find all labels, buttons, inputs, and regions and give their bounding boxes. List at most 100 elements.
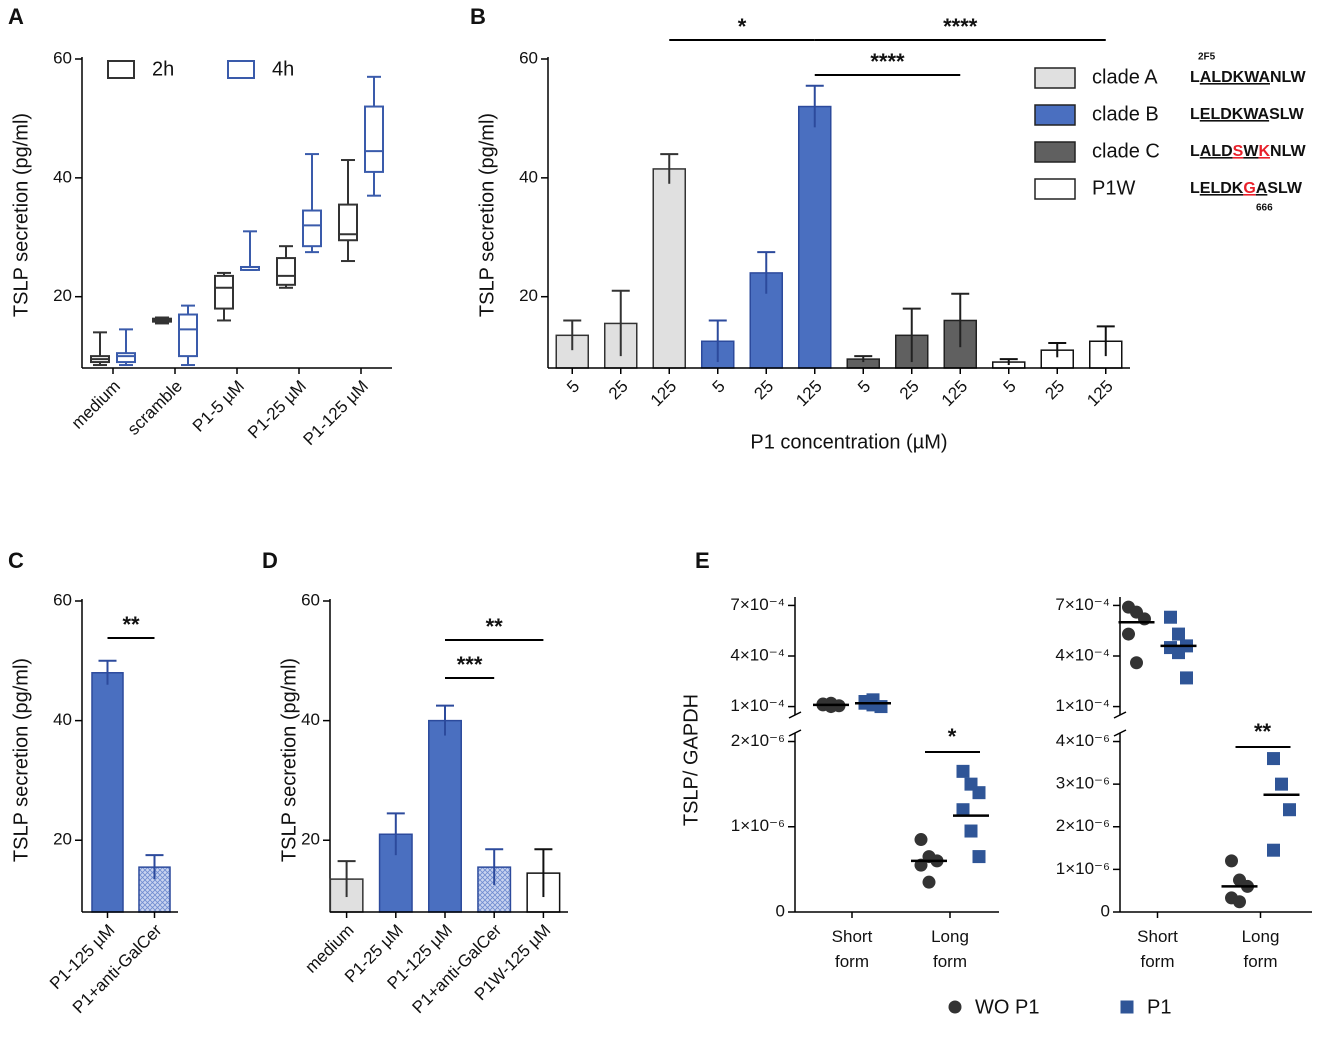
significance-label: **** [870,49,905,74]
legend-swatch [1034,104,1076,126]
y-axis-title: TSLP/ GAPDH [680,694,702,826]
legend-label: clade B [1092,103,1159,125]
data-point [824,700,838,714]
data-point [972,850,986,864]
y-tick-label: 1×10⁻⁴ [730,696,785,715]
x-tick-label: 25 [1041,377,1068,404]
legend-swatch [227,60,255,79]
data-point [1267,843,1280,857]
epitope-label: 2F5 [1198,52,1216,63]
bar [91,672,124,913]
sequence-part: S [1233,143,1244,160]
panel-label: D [262,548,278,573]
sequence-part: G [1243,180,1255,197]
panel-label: B [470,4,486,29]
sequence-part: L [1190,143,1200,160]
y-tick-label: 2×10⁻⁶ [1056,816,1110,835]
y-tick-label: 20 [53,830,72,849]
sequence: LALDKWANLW [1190,69,1306,86]
y-tick-label: 4×10⁻⁴ [730,645,785,664]
x-tick-label: medium [68,377,124,433]
legend-label: WO P1 [975,996,1039,1018]
legend-label: P1W [1092,177,1135,199]
x-tick-label: 125 [647,377,680,410]
y-tick-label: 0 [776,901,785,920]
y-tick-label: 20 [53,286,72,305]
y-tick-label: 60 [301,590,320,609]
sequence-part: ALDKWA [1200,69,1271,86]
x-tick-label: Short form [832,927,873,971]
significance-label: * [948,724,957,749]
y-axis-title: TSLP secretion (pg/ml) [278,658,300,862]
data-point [1233,895,1246,909]
x-tick-label-line: form [835,952,869,971]
y-tick-label: 0 [1101,901,1110,920]
significance-label: *** [457,652,483,677]
x-tick-label: 125 [1083,377,1116,410]
sequence-part: NLW [1270,69,1306,86]
data-point [1130,656,1143,670]
legend-label: 4h [272,58,294,80]
legend-swatch [1034,178,1076,200]
bar [652,168,687,369]
y-axis-title: TSLP secretion (pg/ml) [476,113,498,317]
data-point [1275,777,1288,791]
y-tick-label: 40 [301,710,320,729]
x-tick-label: Long form [931,927,969,971]
x-tick-label-line: form [933,952,967,971]
x-tick-label: P1+anti-GalCer [409,920,506,1017]
legend-label: 2h [152,58,174,80]
y-tick-label: 40 [519,167,538,186]
legend-label: P1 [1147,996,1171,1018]
data-point [1164,610,1177,624]
box [338,203,358,242]
box [214,274,234,310]
sequence-part: SLW [1269,106,1305,123]
y-tick-label: 1×10⁻⁴ [1055,696,1110,715]
data-point [964,824,978,838]
sequence-part: ELDKWA [1200,106,1270,123]
data-point [956,803,970,817]
x-tick-label: scramble [124,377,186,439]
x-tick-label: Long form [1242,927,1280,971]
sequence-part: W [1243,143,1259,160]
bar [428,719,462,913]
epitope-label: 666 [1256,203,1273,214]
y-tick-label: 60 [519,48,538,67]
data-point [914,833,928,847]
y-tick-label: 7×10⁻⁴ [1055,595,1110,614]
y-tick-label: 40 [53,167,72,186]
y-tick-label: 40 [53,710,72,729]
box [178,313,198,358]
sequence-part: L [1190,180,1200,197]
y-tick-label: 4×10⁻⁶ [1056,731,1110,750]
significance-label: ** [1254,719,1272,744]
x-tick-label-line: form [1244,952,1278,971]
panel-label: C [8,548,24,573]
x-tick-label: 25 [750,377,777,404]
x-tick-label: 5 [563,377,583,397]
x-tick-label: 125 [792,377,825,410]
y-tick-label: 1×10⁻⁶ [1056,859,1110,878]
y-tick-label: 1×10⁻⁶ [731,816,785,835]
legend-swatch [1034,141,1076,163]
y-tick-label: 20 [301,830,320,849]
y-tick-label: 2×10⁻⁶ [731,731,785,750]
x-tick-label-line: Long [1242,927,1280,946]
box [364,105,384,173]
x-axis-title: P1 concentration (µM) [750,431,947,453]
panel-label: E [695,548,710,573]
bar [797,105,832,369]
x-tick-label-line: Short [832,927,873,946]
sequence-part: L [1190,106,1200,123]
x-tick-label: 5 [1000,377,1020,397]
sequence: LELDKWASLW [1190,106,1305,123]
y-tick-label: 20 [519,286,538,305]
y-tick-label: 60 [53,48,72,67]
sequence-part: ELDK [1200,180,1244,197]
data-point [1225,854,1238,868]
x-tick-label: 25 [896,377,923,404]
legend-marker [1120,1000,1134,1014]
sequence-part: L [1190,69,1200,86]
